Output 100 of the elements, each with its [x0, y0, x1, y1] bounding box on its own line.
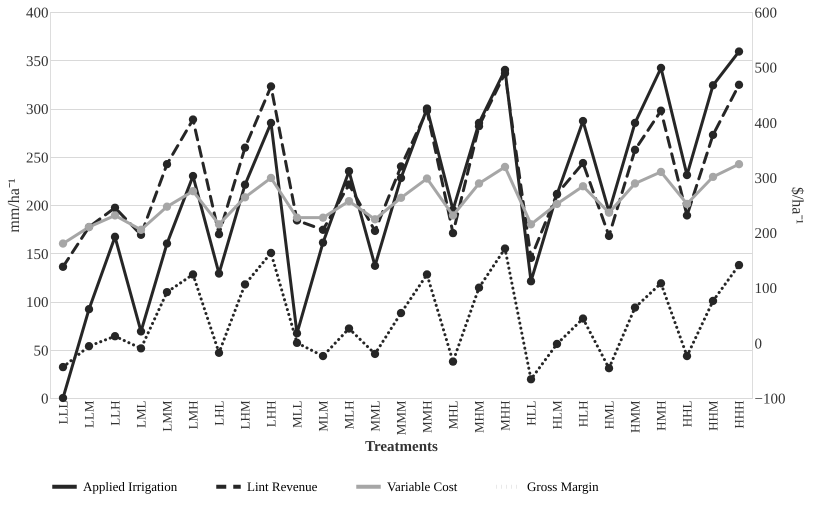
point [58, 262, 68, 271]
point [630, 146, 640, 154]
legend-label: Applied Irrigation [83, 478, 178, 494]
point [188, 270, 198, 279]
x-tick-label: HLL [524, 400, 538, 426]
point [370, 215, 380, 224]
x-tick-label: LHL [212, 400, 226, 426]
point [318, 214, 328, 222]
point [734, 260, 744, 270]
point [734, 80, 744, 89]
point [682, 352, 692, 360]
point [630, 303, 640, 312]
point [214, 230, 224, 238]
point [656, 168, 666, 176]
point [448, 228, 458, 238]
point [370, 350, 380, 358]
point [526, 254, 536, 262]
x-tick-label: HHL [680, 400, 694, 428]
point [266, 248, 276, 258]
point [318, 226, 328, 234]
point [370, 262, 380, 270]
x-tick-label: HLH [576, 400, 590, 428]
point [344, 324, 354, 333]
point [318, 352, 328, 360]
x-tick-label: MLM [316, 400, 330, 432]
x-tick-label: LMM [160, 400, 174, 432]
y2-tick-label: 300 [754, 170, 777, 187]
point [188, 115, 198, 124]
point [292, 214, 302, 222]
point [396, 162, 406, 171]
point [604, 232, 614, 240]
point [708, 172, 718, 182]
x-tick-label: MHM [472, 400, 486, 434]
point [292, 338, 302, 348]
point [422, 270, 432, 279]
point [136, 226, 146, 234]
point [552, 340, 562, 348]
point [682, 170, 692, 180]
y-tick-label: 0 [41, 392, 48, 408]
x-axis-title: Treatments [365, 439, 438, 456]
point [58, 239, 68, 248]
point [240, 280, 250, 289]
point [84, 305, 94, 314]
point [162, 239, 172, 248]
y2-tick-label: −100 [754, 392, 786, 408]
point [396, 194, 406, 202]
point [526, 375, 536, 384]
x-tick-label: HLM [550, 400, 564, 430]
point [578, 116, 588, 126]
point [344, 196, 354, 206]
x-tick-label: HML [602, 400, 616, 430]
point [110, 211, 120, 220]
point [630, 118, 640, 128]
y2-tick-label: 0 [754, 336, 762, 352]
point [708, 296, 718, 306]
point [162, 160, 172, 168]
y-tick-label: 200 [26, 198, 48, 214]
x-tick-label: HHM [706, 400, 720, 431]
point [58, 362, 68, 372]
point [734, 160, 744, 168]
y-tick-label: 300 [26, 102, 48, 118]
point [318, 238, 328, 247]
y2-tick-label: 100 [754, 281, 777, 298]
point [526, 220, 536, 228]
point [84, 342, 94, 350]
x-tick-label: LHH [264, 400, 278, 428]
y-axis-title: mm/ha⁻¹ [6, 178, 23, 233]
point [578, 314, 588, 323]
x-tick-label: HMM [628, 400, 642, 434]
point [162, 202, 172, 211]
point [266, 118, 276, 128]
point [110, 332, 120, 340]
x-tick-label: LLH [108, 400, 122, 426]
point [344, 167, 354, 176]
y2-tick-label: 600 [754, 6, 777, 22]
point [604, 364, 614, 372]
y-tick-label: 250 [26, 150, 48, 166]
point [110, 204, 120, 212]
x-tick-label: LLM [82, 400, 96, 428]
point [240, 143, 250, 152]
point [396, 308, 406, 318]
point [266, 82, 276, 91]
point [682, 211, 692, 220]
point [188, 172, 198, 180]
point [136, 327, 146, 336]
legend-label: Variable Cost [387, 478, 458, 494]
x-tick-label: LHM [238, 400, 252, 430]
x-tick-label: LLL [56, 400, 70, 424]
y-tick-label: 150 [26, 246, 48, 263]
x-tick-label: MLL [290, 400, 304, 428]
point [162, 288, 172, 296]
y-tick-label: 100 [26, 295, 48, 311]
y2-axis-title: $/ha⁻¹ [788, 186, 806, 224]
point [500, 244, 510, 253]
point [240, 193, 250, 202]
x-tick-label: LML [134, 400, 148, 428]
point [214, 220, 224, 228]
point [630, 179, 640, 188]
x-tick-label: MML [368, 400, 382, 432]
point [708, 81, 718, 90]
